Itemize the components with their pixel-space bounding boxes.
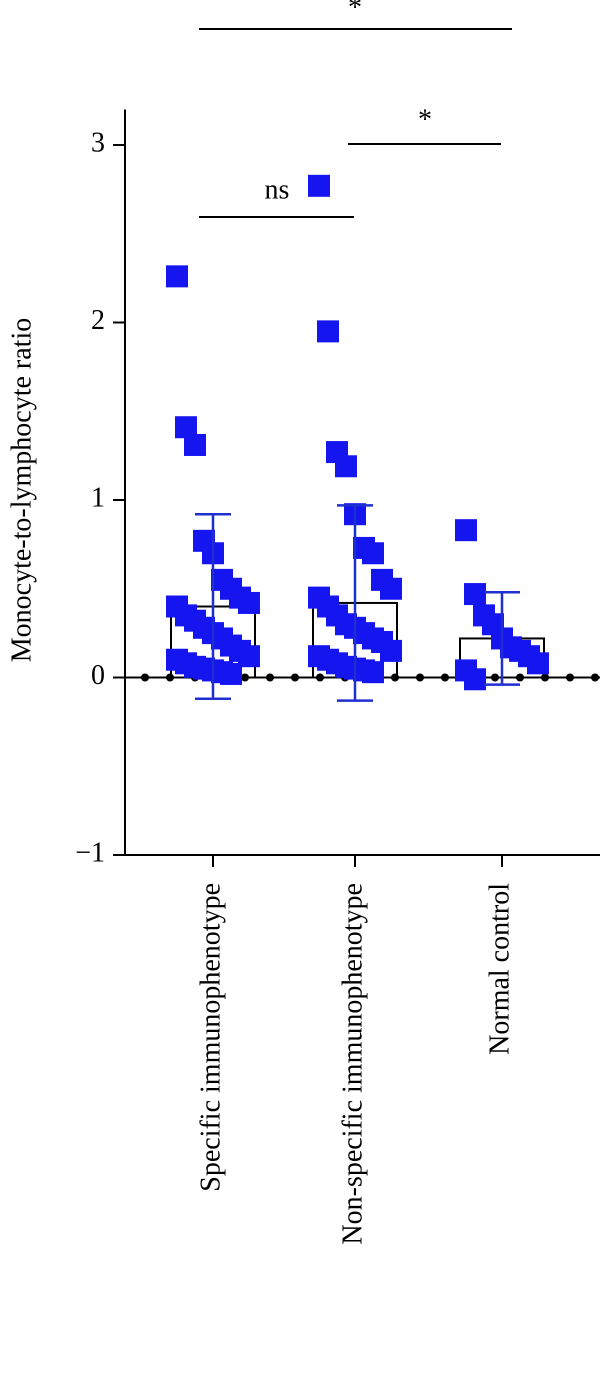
- data-point: [380, 639, 402, 662]
- zero-dot: [441, 673, 449, 682]
- zero-dot: [316, 673, 324, 682]
- zero-dot: [166, 673, 174, 682]
- data-point: [238, 591, 260, 614]
- data-point: [362, 661, 384, 684]
- y-tick-label: 2: [91, 305, 105, 336]
- zero-dot: [591, 673, 599, 682]
- y-axis-label: Monocyte-to-lymphocyte ratio: [6, 318, 37, 662]
- y-tick-label: 3: [91, 127, 105, 158]
- x-tick-label: Non-specific immunophenotype: [337, 883, 368, 1245]
- zero-dot: [566, 673, 574, 682]
- data-point: [455, 519, 477, 542]
- y-tick-label: −1: [75, 837, 105, 868]
- data-point: [380, 577, 402, 600]
- x-tick-label: Normal control: [484, 883, 515, 1055]
- y-tick-label: 0: [91, 660, 105, 691]
- zero-dot: [491, 673, 499, 682]
- annotation: ns: [265, 174, 290, 205]
- data-point: [362, 542, 384, 565]
- data-point: [238, 645, 260, 668]
- zero-dot: [516, 673, 524, 682]
- data-point: [335, 455, 357, 478]
- zero-dot: [541, 673, 549, 682]
- annotation: *: [418, 104, 432, 135]
- data-point: [166, 265, 188, 288]
- zero-dot: [416, 673, 424, 682]
- zero-dot: [141, 673, 149, 682]
- annotation: *: [348, 0, 362, 23]
- zero-dot: [241, 673, 249, 682]
- data-point: [308, 174, 330, 197]
- zero-dot: [391, 673, 399, 682]
- data-point: [184, 433, 206, 456]
- data-point: [464, 583, 486, 606]
- significance: [199, 28, 512, 218]
- data-point: [220, 662, 242, 685]
- data-point: [175, 416, 197, 439]
- data-point: [317, 320, 339, 343]
- data-point: [527, 652, 549, 675]
- data-point: [464, 668, 486, 691]
- x-tick-label: Specific immunophenotype: [195, 883, 226, 1192]
- y-tick-label: 1: [91, 482, 105, 513]
- zero-dot: [266, 673, 274, 682]
- zero-dot: [291, 673, 299, 682]
